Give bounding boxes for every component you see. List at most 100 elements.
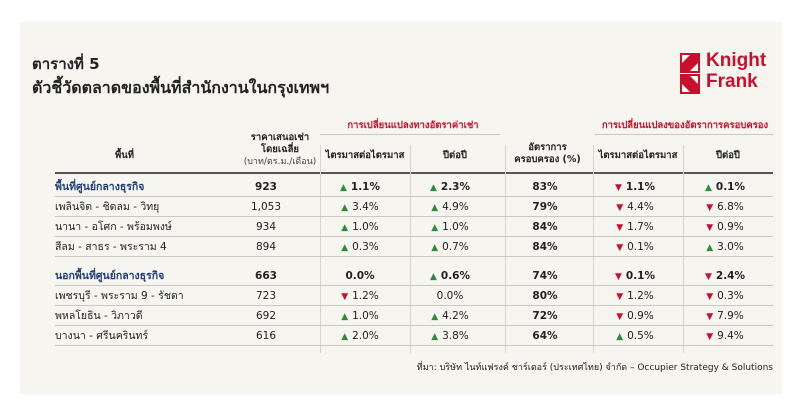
logo-word-knight: Knight — [706, 50, 767, 71]
rent-qoq-change-value: 0.3% — [352, 241, 379, 253]
occupancy-yoy-change: ▼ 6.8% — [685, 197, 765, 217]
up-arrow-icon: ▲ — [341, 203, 349, 213]
occupancy-rate: 84% — [510, 217, 580, 237]
occupancy-rate: 83% — [510, 177, 580, 197]
down-arrow-icon: ▼ — [616, 292, 624, 302]
occupancy-rate-value: 84% — [532, 221, 558, 233]
asking-rent: 616 — [235, 326, 297, 346]
rent-qoq-change-value: 1.0% — [352, 310, 379, 322]
rent-yoy-change-value: 1.0% — [442, 221, 469, 233]
rent-yoy-change: ▲ 1.0% — [410, 217, 490, 237]
asking-rent: 934 — [235, 217, 297, 237]
occupancy-rate-value: 74% — [532, 270, 558, 282]
rent-yoy-change: ▲ 2.3% — [410, 177, 490, 197]
table-row: พื้นที่ศูนย์กลางธุรกิจ 923 ▲ 1.1% ▲ 2.3% 83% ▼ 1… — [55, 177, 773, 197]
down-arrow-icon: ▼ — [706, 332, 714, 342]
category-name: พื้นที่ศูนย์กลางธุรกิจ — [55, 177, 235, 197]
area-name: เพลินจิต - ชิดลม - วิทยุ — [55, 197, 235, 217]
table-row: นานา - อโศก - พร้อมพงษ์ 934 ▲ 1.0% ▲ 1.0% 84% ▼… — [55, 217, 773, 237]
occupancy-rate-value: 83% — [532, 181, 558, 193]
row-rule — [55, 216, 773, 217]
up-arrow-icon: ▲ — [616, 332, 624, 342]
rent-yoy-change-value: 4.2% — [442, 310, 469, 322]
down-arrow-icon: ▼ — [616, 312, 624, 322]
rent-header-line2: โดยเฉลี่ย — [261, 144, 299, 155]
asking-rent-value: 723 — [255, 290, 277, 302]
occupancy-yoy-change-value: 2.4% — [715, 270, 746, 282]
occupancy-qoq-change-value: 0.1% — [627, 241, 654, 253]
occupancy-yoy-change: ▼ 0.9% — [685, 217, 765, 237]
down-arrow-icon: ▼ — [706, 312, 714, 322]
asking-rent-value: 692 — [255, 310, 277, 322]
down-arrow-icon: ▼ — [341, 292, 349, 302]
row-rule — [55, 285, 773, 286]
table-row: เพลินจิต - ชิดลม - วิทยุ 1,053 ▲ 3.4% ▲ 4.9% 7… — [55, 197, 773, 217]
asking-rent-value: 1,053 — [250, 201, 282, 213]
asking-rent-value: 934 — [255, 221, 277, 233]
occupancy-rate: 74% — [510, 266, 580, 286]
down-arrow-icon: ▼ — [616, 243, 624, 253]
rent-header-line1: ราคาเสนอเช่า — [250, 132, 310, 143]
page-title: ตัวชี้วัดตลาดของพื้นที่สำนักงานในกรุงเทพ… — [32, 78, 330, 97]
rent-yoy-change-value: 0.7% — [442, 241, 469, 253]
asking-rent-value: 923 — [255, 181, 277, 193]
table-row: นอกพื้นที่ศูนย์กลางธุรกิจ 663 0.0% ▲ 0.6% 74%… — [55, 266, 773, 286]
rent-yoy-change: ▲ 3.8% — [410, 326, 490, 346]
asking-rent-value: 894 — [255, 241, 277, 253]
rent-yoy-change-value: 3.8% — [442, 330, 469, 342]
occupancy-rate: 80% — [510, 286, 580, 306]
column-header-rent-qoq: ไตรมาสต่อไตรมาส — [325, 150, 405, 161]
up-arrow-icon: ▲ — [429, 272, 437, 282]
up-arrow-icon: ▲ — [431, 243, 439, 253]
table-row: พหลโยธิน - วิภาวดี 692 ▲ 1.0% ▲ 4.2% 72% ▼ 0.9% ▼… — [55, 306, 773, 326]
asking-rent-value: 616 — [255, 330, 277, 342]
area-name-value: พหลโยธิน - วิภาวดี — [55, 310, 143, 322]
table-number: ตารางที่ 5 — [32, 55, 100, 73]
rent-header-unit: (บาท/ตร.ม./เดือน) — [243, 157, 317, 167]
occupancy-rate: 64% — [510, 326, 580, 346]
up-arrow-icon: ▲ — [431, 312, 439, 322]
up-arrow-icon: ▲ — [429, 183, 437, 193]
down-arrow-icon: ▼ — [706, 203, 714, 213]
table-row: สีลม - สาธร - พระราม 4 894 ▲ 0.3% ▲ 0.7% 84% ▼ 0… — [55, 237, 773, 257]
down-arrow-icon: ▼ — [706, 292, 714, 302]
rent-qoq-change-value: 2.0% — [352, 330, 379, 342]
occupancy-qoq-change: ▼ 0.1% — [595, 237, 675, 257]
occupancy-qoq-change-value: 4.4% — [627, 201, 654, 213]
rent-qoq-change: ▲ 0.3% — [320, 237, 400, 257]
rent-yoy-change: ▲ 4.9% — [410, 197, 490, 217]
logo-word-frank: Frank — [706, 71, 758, 92]
asking-rent: 692 — [235, 306, 297, 326]
occupancy-qoq-change: ▲ 0.5% — [595, 326, 675, 346]
rent-yoy-change-value: 4.9% — [442, 201, 469, 213]
category-name-value: นอกพื้นที่ศูนย์กลางธุรกิจ — [55, 270, 165, 282]
column-header-rent: ราคาเสนอเช่า โดยเฉลี่ย (บาท/ตร.ม./เดือน) — [225, 132, 335, 168]
occupancy-yoy-change: ▼ 9.4% — [685, 326, 765, 346]
down-arrow-icon: ▼ — [706, 223, 714, 233]
divider — [320, 145, 321, 353]
occupancy-yoy-change: ▲ 0.1% — [685, 177, 765, 197]
occupancy-rate-value: 72% — [532, 310, 558, 322]
down-arrow-icon: ▼ — [704, 272, 712, 282]
occupancy-qoq-change: ▼ 4.4% — [595, 197, 675, 217]
occupancy-yoy-change-value: 0.3% — [717, 290, 744, 302]
occupancy-group-rule — [595, 134, 773, 135]
asking-rent: 894 — [235, 237, 297, 257]
rent-qoq-change-value: 1.2% — [352, 290, 379, 302]
occupancy-yoy-change-value: 0.1% — [715, 181, 746, 193]
occupancy-yoy-change: ▼ 2.4% — [685, 266, 765, 286]
area-name: พหลโยธิน - วิภาวดี — [55, 306, 235, 326]
occupancy-qoq-change-value: 1.1% — [625, 181, 656, 193]
row-rule — [55, 196, 773, 197]
occupancy-yoy-change: ▲ 3.0% — [685, 237, 765, 257]
occupancy-qoq-change-value: 0.9% — [627, 310, 654, 322]
occupancy-qoq-change: ▼ 1.2% — [595, 286, 675, 306]
row-rule — [55, 236, 773, 237]
rent-change-group-header: การเปลี่ยนแปลงทางอัตราค่าเช่า — [347, 120, 479, 131]
up-arrow-icon: ▲ — [431, 332, 439, 342]
occupancy-qoq-change: ▼ 1.7% — [595, 217, 675, 237]
occupancy-qoq-change-value: 1.2% — [627, 290, 654, 302]
category-name-value: พื้นที่ศูนย์กลางธุรกิจ — [55, 181, 145, 193]
rent-qoq-change-value: 1.1% — [350, 181, 381, 193]
occupancy-rate-value: 79% — [532, 201, 558, 213]
